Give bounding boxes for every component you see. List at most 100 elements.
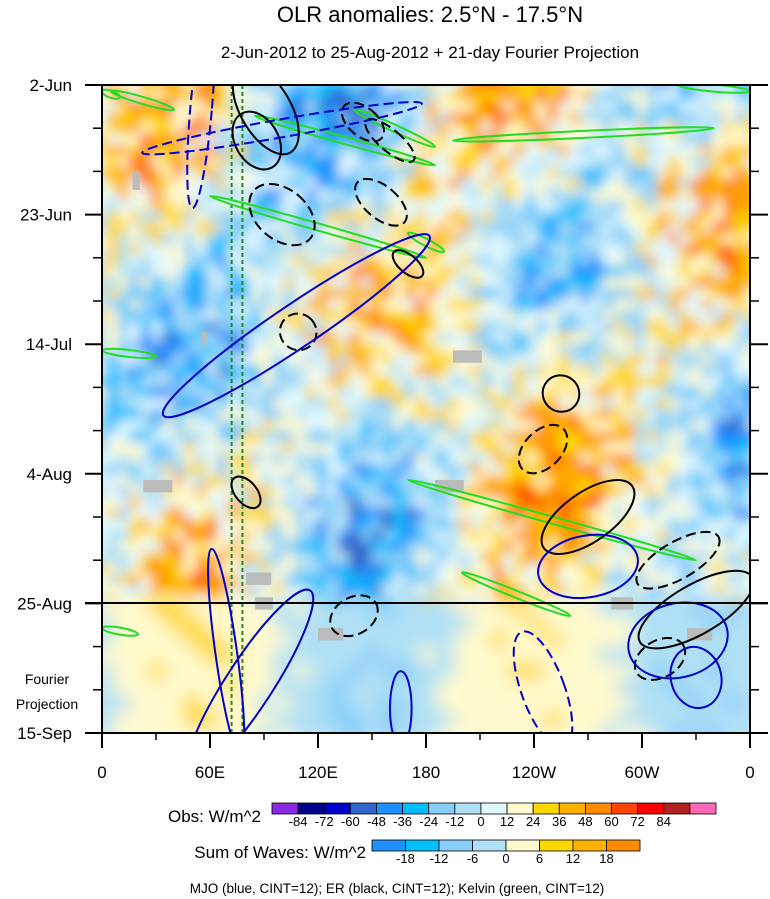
er-contour (633, 636, 687, 681)
colorbar-swatch (606, 839, 641, 852)
colorbar-swatch (689, 802, 717, 815)
colorbar-swatch (405, 839, 440, 852)
waves-colorbar-label: Sum of Waves: W/m^2 (194, 843, 366, 862)
colorbar-level-label: 12 (566, 851, 580, 866)
er-contour (517, 423, 569, 475)
colorbar-level-label: 12 (500, 814, 514, 829)
colorbar-swatch (558, 802, 586, 815)
colorbar-swatch (539, 839, 574, 852)
projection-label-line2: Projection (16, 696, 78, 712)
x-tick-label: 0 (97, 763, 106, 782)
colorbar-swatch (472, 839, 507, 852)
missing-patch (201, 331, 207, 345)
colorbar-swatch (371, 839, 406, 852)
x-tick-label: 60E (195, 763, 225, 782)
mjo-contours (141, 85, 729, 733)
kelvin-contour (451, 126, 716, 143)
colorbar-level-label: 48 (578, 814, 592, 829)
colorbar-level-label: -48 (367, 814, 386, 829)
colorbar-swatch (271, 802, 299, 815)
chart-subtitle: 2-Jun-2012 to 25-Aug-2012 + 21-day Fouri… (221, 43, 639, 62)
missing-patch (435, 479, 464, 493)
y-tick-label: 15-Sep (17, 724, 72, 743)
mjo-contour (512, 630, 574, 733)
er-contour (231, 110, 283, 171)
waves-colorbar: -18 -12 -6 0 6 12 18 (371, 839, 641, 866)
missing-patch (318, 628, 344, 641)
colorbar-level-label: -84 (289, 814, 308, 829)
mjo-contour (141, 101, 423, 156)
x-tick-label: 120W (512, 763, 556, 782)
missing-patch (143, 479, 173, 493)
mjo-contour (207, 547, 246, 733)
projection-label-line1: Fourier (25, 671, 70, 687)
colorbar-level-label: 36 (552, 814, 566, 829)
mjo-contour (627, 601, 729, 680)
y-tick-label: 4-Aug (27, 465, 72, 484)
colorbar-swatch (663, 802, 691, 815)
y-tick-label: 14-Jul (26, 335, 72, 354)
er-contour (541, 374, 581, 413)
colorbar-level-label: -72 (315, 814, 334, 829)
colorbar-swatch (297, 802, 325, 815)
kelvin-contour (406, 231, 446, 254)
colorbar-swatch (480, 802, 508, 815)
er-contour (364, 118, 416, 164)
x-tick-label: 0 (745, 763, 754, 782)
kelvin-contour (253, 114, 437, 167)
er-contour (230, 475, 262, 510)
colorbar-level-label: 0 (477, 814, 484, 829)
colorbar-level-label: 72 (630, 814, 644, 829)
er-contour (540, 479, 636, 555)
colorbar-level-label: 60 (604, 814, 618, 829)
colorbar-level-label: 0 (502, 851, 509, 866)
er-contour (248, 182, 316, 247)
colorbar-swatch (637, 802, 665, 815)
missing-patch (687, 628, 713, 641)
colorbar-swatch (428, 802, 456, 815)
colorbar-level-label: 84 (657, 814, 671, 829)
er-contour (635, 530, 721, 590)
colorbar-swatch (349, 802, 377, 815)
x-axis: 0 60E 120E 180 120W 60W 0 (97, 733, 755, 782)
obs-colorbar-label: Obs: W/m^2 (168, 807, 261, 826)
missing-patch (453, 350, 482, 363)
colorbar-level-label: -12 (430, 851, 449, 866)
footnote: MJO (blue, CINT=12); ER (black, CINT=12)… (190, 881, 605, 896)
colorbar-level-label: 18 (599, 851, 613, 866)
colorbar-level-label: -12 (445, 814, 464, 829)
colorbar-swatch (402, 802, 430, 815)
reference-lines (230, 85, 244, 733)
colorbar-level-label: -36 (393, 814, 412, 829)
y-tick-label: 25-Aug (17, 594, 72, 613)
er-contour (340, 101, 386, 143)
missing-patch (132, 171, 140, 190)
colorbar-swatch (323, 802, 351, 815)
x-tick-label: 60W (625, 763, 660, 782)
mjo-contour (186, 85, 216, 210)
colorbar-level-label: -18 (396, 851, 415, 866)
colorbar-level-label: -60 (341, 814, 360, 829)
missing-data-patches (132, 171, 713, 641)
colorbar-level-label: -24 (419, 814, 438, 829)
obs-colorbar: -84 -72 -60 -48 -36 -24 -12 0 12 24 36 48 60 72 84 (271, 802, 717, 829)
mjo-contour (184, 588, 315, 733)
x-tick-label: 120E (298, 763, 338, 782)
mjo-contour (389, 670, 413, 733)
kelvin-contour (352, 108, 437, 148)
colorbar-swatch (438, 839, 473, 852)
er-contour (278, 312, 318, 352)
y-tick-label: 2-Jun (29, 76, 72, 95)
mjo-contour (537, 533, 639, 599)
chart-title: OLR anomalies: 2.5°N - 17.5°N (277, 2, 583, 27)
colorbar-swatch (505, 839, 540, 852)
colorbar-level-label: -6 (467, 851, 479, 866)
colorbar-level-label: 6 (536, 851, 543, 866)
mjo-contour (161, 233, 431, 419)
er-contour (231, 85, 300, 156)
colorbar-swatch (454, 802, 482, 815)
er-contour (637, 569, 750, 650)
colorbar-level-label: 24 (526, 814, 540, 829)
observed-anomaly-field (102, 85, 750, 619)
